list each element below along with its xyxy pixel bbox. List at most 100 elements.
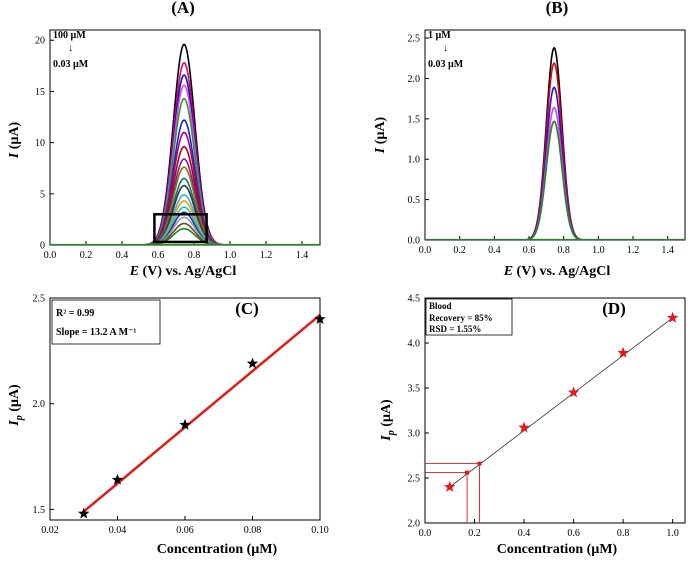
plot-frame bbox=[424, 297, 686, 524]
y-tick-label: 4.5 bbox=[408, 294, 421, 305]
data-point bbox=[179, 418, 191, 430]
series-line bbox=[50, 216, 320, 245]
y-tick-label: 2.0 bbox=[33, 399, 46, 410]
x-tick-label: 0.6 bbox=[567, 528, 580, 539]
fit-line bbox=[449, 317, 673, 488]
x-tick-label: 1.2 bbox=[627, 245, 640, 256]
data-point bbox=[246, 357, 259, 369]
series-line bbox=[50, 206, 320, 245]
series-line bbox=[50, 194, 320, 245]
fit-line bbox=[82, 313, 321, 513]
x-tick-label: 0.06 bbox=[176, 525, 194, 536]
y-tick-label: 4.0 bbox=[408, 339, 421, 350]
x-tick-label: 0.0 bbox=[419, 245, 432, 256]
data-point bbox=[666, 311, 679, 323]
annotation-top: 100 µM bbox=[53, 30, 86, 41]
legend-r2: R² = 0.99 bbox=[56, 308, 94, 319]
x-tick-label: 0.0 bbox=[419, 528, 432, 539]
data-point bbox=[567, 386, 580, 398]
series-line bbox=[425, 86, 685, 240]
y-tick-label: 0.0 bbox=[408, 236, 421, 247]
x-tick-label: 0.04 bbox=[109, 525, 127, 536]
legend-title: Blood bbox=[429, 301, 452, 311]
annotation-bottom: 0.03 µM bbox=[53, 59, 89, 70]
x-tick-label: 0.6 bbox=[523, 245, 536, 256]
y-tick-label: 2.5 bbox=[33, 294, 46, 305]
x-tick-label: 0.4 bbox=[518, 528, 531, 539]
y-tick-label: 3.5 bbox=[408, 384, 421, 395]
series-line bbox=[50, 61, 320, 245]
series-line bbox=[50, 131, 320, 245]
y-axis-label: Ip (µA) bbox=[379, 399, 397, 442]
x-tick-label: 0.10 bbox=[311, 525, 329, 536]
x-tick-label: 0.02 bbox=[41, 525, 59, 536]
legend-box bbox=[51, 299, 161, 345]
y-tick-label: 10 bbox=[35, 138, 45, 149]
y-tick-label: 2.0 bbox=[408, 74, 421, 85]
legend-slope: Slope = 13.2 A M⁻¹ bbox=[56, 327, 136, 338]
x-tick-label: 0.08 bbox=[244, 525, 262, 536]
panel-title: (C) bbox=[235, 299, 259, 318]
series-line bbox=[50, 43, 320, 245]
x-tick-label: 0.4 bbox=[488, 245, 501, 256]
series-line bbox=[50, 222, 320, 245]
data-point bbox=[314, 313, 326, 324]
series-line bbox=[50, 145, 320, 245]
x-tick-label: 1.4 bbox=[296, 250, 309, 261]
x-tick-label: 0.8 bbox=[188, 250, 201, 261]
y-tick-label: 15 bbox=[35, 87, 45, 98]
legend-rsd: RSD = 1.55% bbox=[429, 324, 481, 334]
series-line bbox=[50, 74, 320, 245]
series-line bbox=[50, 184, 320, 245]
x-tick-label: 1.0 bbox=[224, 250, 237, 261]
series-line bbox=[50, 227, 320, 245]
plot-frame bbox=[424, 29, 686, 241]
x-tick-label: 0.2 bbox=[453, 245, 466, 256]
series-line bbox=[50, 119, 320, 245]
zoom-box bbox=[153, 213, 208, 244]
x-axis-label: Concentration (µM) bbox=[157, 542, 278, 557]
panel-A: 0.0 0.2 0.4 0.6 0.8 1.0 1.2 1.4 0 5 10 15 20 (A) E (V)… bbox=[7, 0, 321, 279]
panel-D: 0.0 0.2 0.4 0.6 0.8 1.0 2.0 2.5 3.0 3.5 4.0 4.5 (D) C… bbox=[379, 294, 686, 557]
y-tick-label: 1.5 bbox=[33, 505, 46, 516]
x-axis-label: Concentration (µM) bbox=[497, 542, 618, 557]
annotation-arrow: ↓ bbox=[443, 43, 448, 54]
x-tick-label: 1.2 bbox=[260, 250, 273, 261]
series-line bbox=[50, 158, 320, 245]
y-axis-label: I (µA) bbox=[7, 121, 22, 159]
annotation-top: 1 µM bbox=[428, 30, 451, 41]
y-tick-label: 1.5 bbox=[408, 114, 421, 125]
y-tick-label: 2.5 bbox=[408, 474, 421, 485]
y-axis-label: Ip (µA) bbox=[7, 384, 25, 427]
series-line bbox=[425, 46, 685, 240]
series-line bbox=[425, 120, 685, 240]
series-line bbox=[50, 84, 320, 245]
y-tick-label: 0.5 bbox=[408, 195, 421, 206]
x-axis-label: E (V) vs. Ag/AgCl bbox=[129, 264, 237, 279]
x-tick-label: 0.8 bbox=[617, 528, 630, 539]
y-tick-label: 0 bbox=[40, 241, 45, 252]
data-point bbox=[78, 507, 90, 519]
series-line bbox=[50, 97, 320, 245]
x-tick-label: 1.4 bbox=[661, 245, 674, 256]
y-tick-label: 2.5 bbox=[408, 34, 421, 45]
series-line bbox=[50, 166, 320, 245]
data-point bbox=[518, 421, 530, 433]
sample-marker bbox=[465, 470, 470, 475]
panel-B: 0.0 0.2 0.4 0.6 0.8 1.0 1.2 1.4 0.0 0.5 1.0 1.5 2.0 2… bbox=[373, 0, 686, 279]
x-tick-label: 0.6 bbox=[152, 250, 165, 261]
series-line bbox=[50, 177, 320, 245]
legend-box bbox=[425, 298, 513, 336]
x-tick-label: 0.0 bbox=[44, 250, 57, 261]
series-line bbox=[425, 61, 685, 240]
sample-marker bbox=[477, 461, 482, 466]
y-tick-label: 5 bbox=[40, 189, 45, 200]
x-tick-label: 0.2 bbox=[80, 250, 93, 261]
panel-title: (B) bbox=[546, 0, 569, 17]
series-line bbox=[50, 200, 320, 245]
x-tick-label: 0.2 bbox=[468, 528, 481, 539]
series-line bbox=[425, 106, 685, 240]
data-point bbox=[111, 473, 124, 485]
sample-guide-line bbox=[425, 472, 468, 523]
